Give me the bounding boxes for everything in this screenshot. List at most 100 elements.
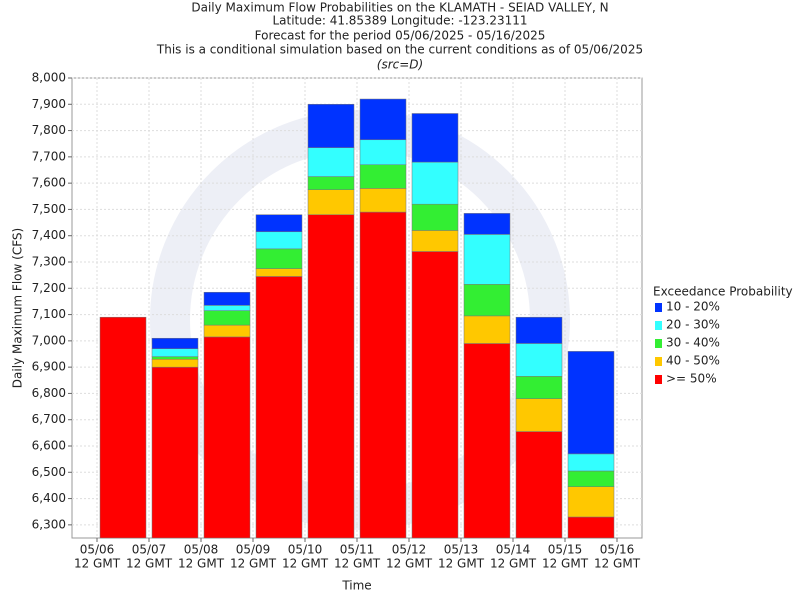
- bar-segment: [411, 230, 459, 252]
- bar-segment: [255, 268, 303, 277]
- x-tick-label: 12 GMT: [178, 557, 225, 571]
- bar-segment: [411, 113, 459, 163]
- bar-segment: [151, 366, 199, 539]
- bar-segment: [359, 211, 407, 539]
- subtitle: This is a conditional simulation based o…: [156, 43, 643, 57]
- bar-segment: [151, 356, 199, 360]
- x-tick-label: 05/09: [236, 543, 271, 557]
- y-tick-label: 6,300: [32, 517, 66, 531]
- x-tick-label: 12 GMT: [334, 557, 381, 571]
- bar-segment: [411, 203, 459, 231]
- x-tick-label: 12 GMT: [490, 557, 537, 571]
- y-tick-label: 6,500: [32, 465, 66, 479]
- bar-segment: [151, 337, 199, 349]
- legend-label: 30 - 40%: [666, 336, 720, 350]
- bar-segment: [463, 284, 511, 317]
- legend-swatch: [655, 357, 662, 366]
- y-tick-label: 8,000: [32, 71, 66, 85]
- bar-segment: [359, 139, 407, 165]
- x-tick-label: 12 GMT: [282, 557, 329, 571]
- subtitle: Forecast for the period 05/06/2025 - 05/…: [255, 29, 546, 43]
- bar-segment: [463, 343, 511, 539]
- x-tick-label: 05/08: [184, 543, 219, 557]
- y-tick-label: 7,800: [32, 123, 66, 137]
- x-tick-label: 12 GMT: [230, 557, 277, 571]
- y-tick-label: 7,500: [32, 202, 66, 216]
- legend-label: 40 - 50%: [666, 354, 720, 368]
- legend-swatch: [655, 375, 662, 384]
- x-tick-label: 05/07: [132, 543, 167, 557]
- x-tick-label: 05/10: [288, 543, 323, 557]
- bar-segment: [515, 316, 563, 344]
- bar-segment: [567, 470, 615, 487]
- y-tick-label: 6,600: [32, 439, 66, 453]
- bar-segment: [359, 164, 407, 189]
- x-tick-label: 12 GMT: [126, 557, 173, 571]
- legend-label: 20 - 30%: [666, 318, 720, 332]
- x-tick-label: 05/16: [600, 543, 635, 557]
- y-tick-label: 6,400: [32, 491, 66, 505]
- legend-swatch: [655, 303, 662, 312]
- bar-segment: [515, 431, 563, 539]
- y-tick-label: 7,400: [32, 228, 66, 242]
- bar-segment: [359, 98, 407, 141]
- legend-swatch: [655, 321, 662, 330]
- bar-segment: [567, 486, 615, 518]
- bar-segment: [567, 453, 615, 472]
- bar-segment: [203, 336, 251, 539]
- bar-segment: [307, 214, 355, 539]
- y-tick-label: 6,900: [32, 360, 66, 374]
- x-tick-label: 12 GMT: [594, 557, 641, 571]
- y-tick-label: 7,200: [32, 281, 66, 295]
- x-tick-label: 05/11: [340, 543, 375, 557]
- y-tick-label: 6,800: [32, 386, 66, 400]
- bar-segment: [203, 305, 251, 311]
- bar-segment: [99, 316, 147, 539]
- x-tick-label: 05/13: [444, 543, 479, 557]
- bar-segment: [463, 213, 511, 235]
- legend-label: >= 50%: [666, 372, 717, 386]
- y-tick-label: 7,600: [32, 176, 66, 190]
- legend-title: Exceedance Probability: [653, 285, 793, 299]
- x-tick-label: 12 GMT: [542, 557, 589, 571]
- bar-segment: [411, 251, 459, 539]
- bar-segment: [359, 188, 407, 213]
- bar-segment: [151, 359, 199, 368]
- x-tick-label: 05/14: [496, 543, 531, 557]
- bar-segment: [255, 276, 303, 539]
- x-tick-label: 05/06: [80, 543, 115, 557]
- x-tick-label: 12 GMT: [74, 557, 121, 571]
- y-tick-label: 7,300: [32, 255, 66, 269]
- x-tick-label: 05/12: [392, 543, 427, 557]
- y-tick-label: 7,900: [32, 97, 66, 111]
- legend-swatch: [655, 339, 662, 348]
- x-tick-label: 12 GMT: [386, 557, 433, 571]
- bar-segment: [307, 147, 355, 177]
- x-tick-label: 12 GMT: [438, 557, 485, 571]
- bar-segment: [463, 315, 511, 344]
- bar-segment: [515, 343, 563, 377]
- bar-segment: [255, 248, 303, 269]
- y-tick-label: 7,100: [32, 307, 66, 321]
- bar-segment: [255, 214, 303, 233]
- y-tick-label: 7,700: [32, 149, 66, 163]
- bar-segment: [567, 351, 615, 455]
- chart-title: Daily Maximum Flow Probabilities on the …: [191, 1, 608, 15]
- x-axis-label: Time: [341, 579, 371, 593]
- legend-label: 10 - 20%: [666, 300, 720, 314]
- bar-segment: [567, 516, 615, 539]
- bar-segment: [515, 398, 563, 432]
- bar-segment: [203, 324, 251, 338]
- bar-segment: [255, 231, 303, 250]
- y-tick-label: 6,700: [32, 412, 66, 426]
- x-tick-label: 05/15: [548, 543, 583, 557]
- bar-segment: [463, 234, 511, 285]
- bar-segment: [203, 310, 251, 326]
- bar-segment: [307, 104, 355, 148]
- y-tick-label: 7,000: [32, 333, 66, 347]
- bar-segment: [411, 161, 459, 205]
- bar-segment: [307, 189, 355, 215]
- bar-segment: [515, 376, 563, 399]
- bar-segment: [203, 291, 251, 306]
